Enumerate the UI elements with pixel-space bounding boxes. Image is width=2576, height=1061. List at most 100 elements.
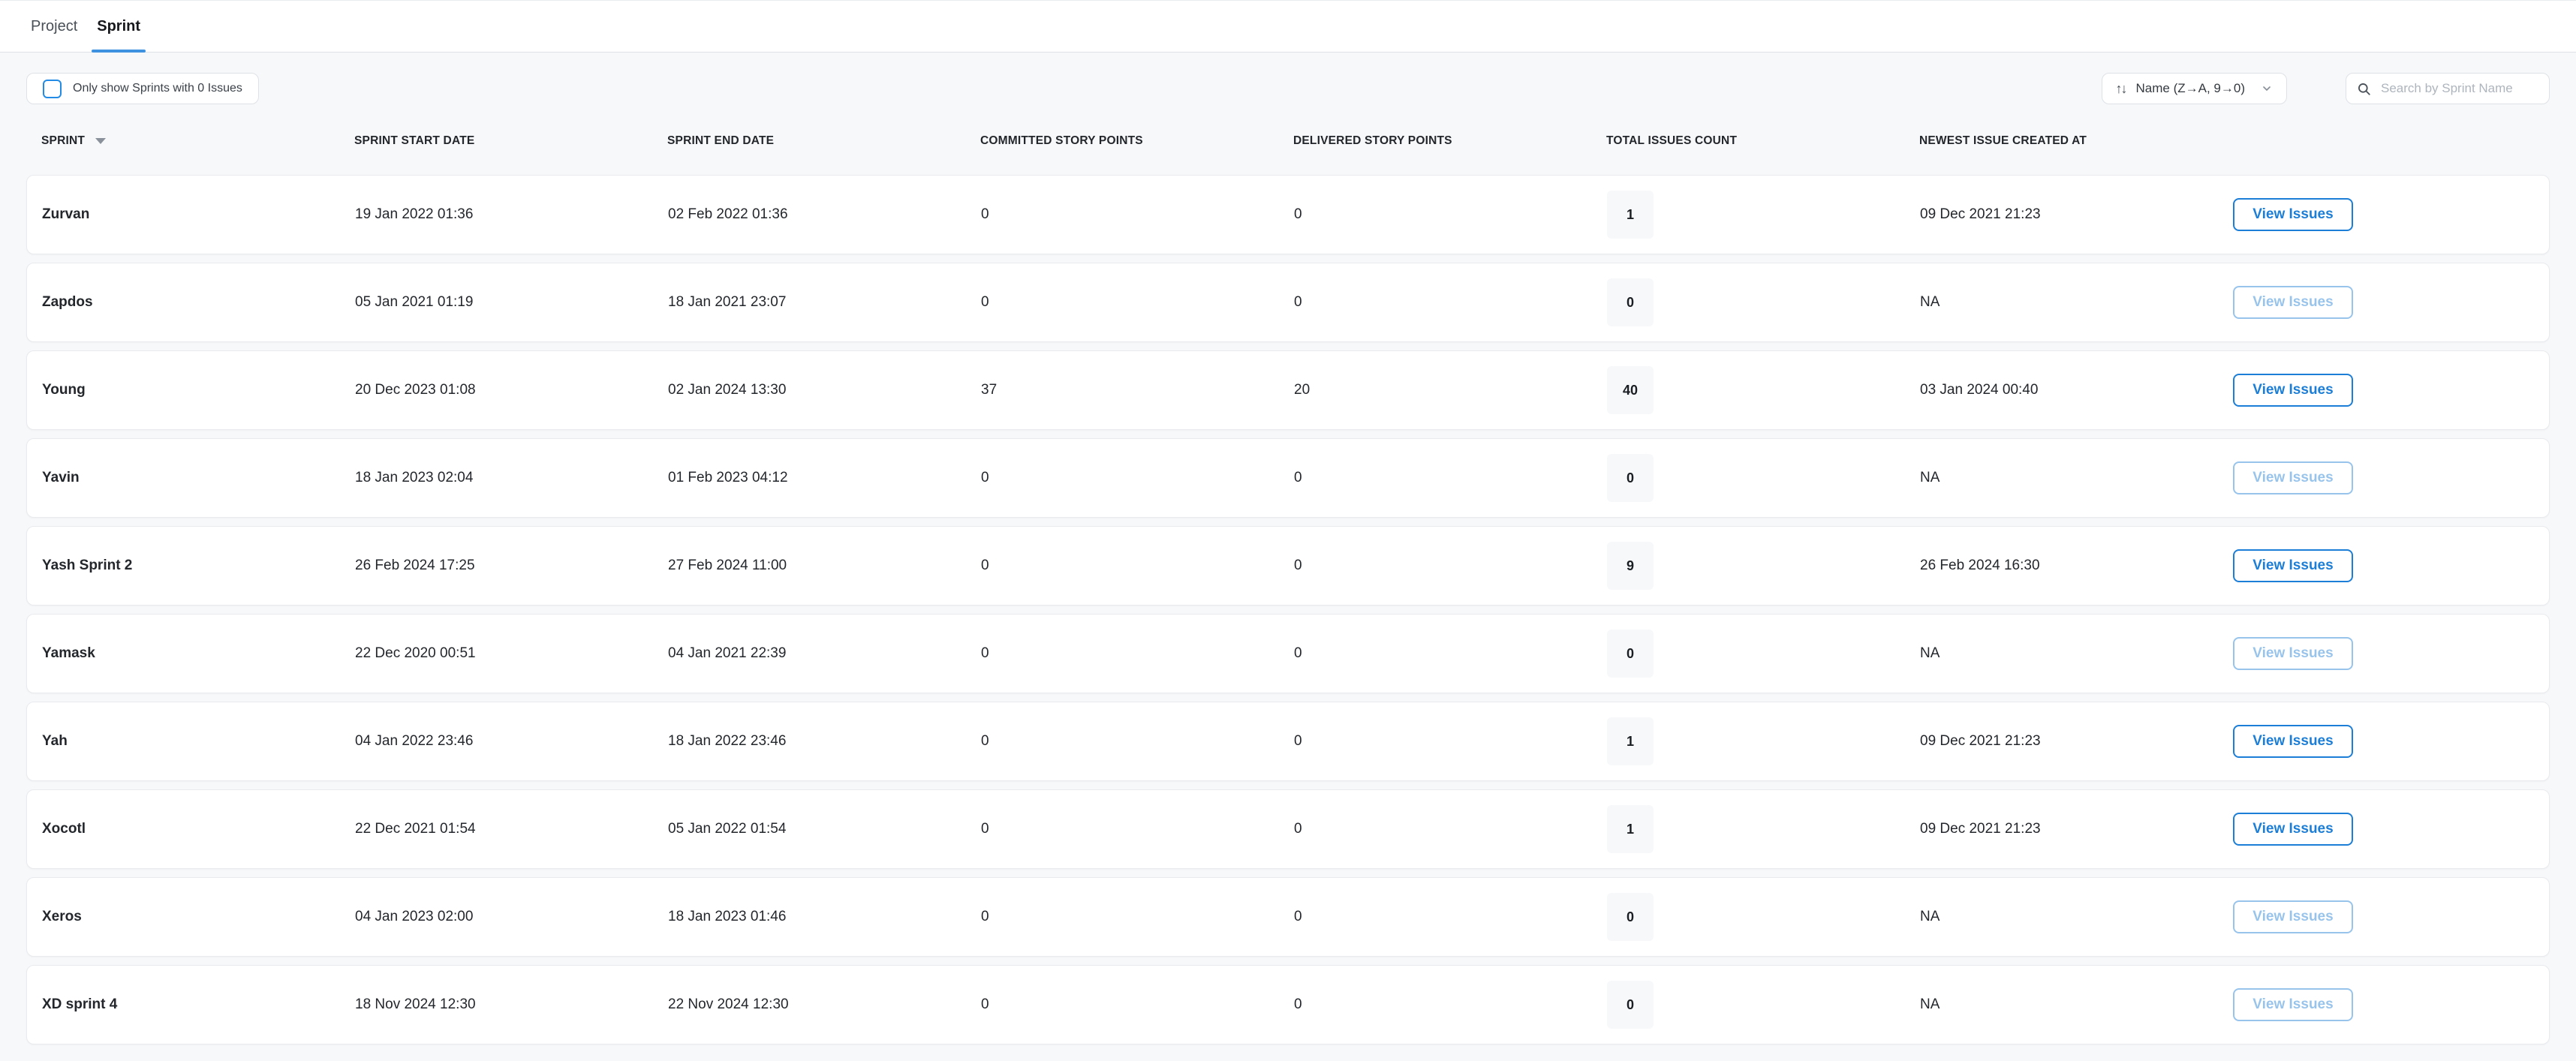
sprint-start-date: 22 Dec 2020 00:51 [355,645,668,662]
newest-issue-created-at: 09 Dec 2021 21:23 [1920,821,2233,837]
column-header-sprint-label: Sprint [41,134,85,148]
sprint-start-date: 18 Nov 2024 12:30 [355,996,668,1013]
sprint-start-date: 04 Jan 2022 23:46 [355,733,668,750]
delivered-story-points: 20 [1294,382,1607,398]
sprint-name: Young [42,382,355,398]
sprint-row: Xeros 04 Jan 2023 02:00 18 Jan 2023 01:4… [26,877,2550,957]
total-issues-cell: 0 [1607,454,1920,502]
total-issues-badge: 0 [1607,893,1654,941]
sprint-name: XD sprint 4 [42,996,355,1013]
actions-cell: View Issues [2233,374,2534,407]
sprint-name: Zurvan [42,206,355,223]
sprint-name: Yah [42,733,355,750]
total-issues-cell: 1 [1607,805,1920,853]
committed-story-points: 0 [981,558,1294,574]
sprint-end-date: 22 Nov 2024 12:30 [668,996,981,1013]
actions-cell: View Issues [2233,813,2534,846]
tab-sprint[interactable]: Sprint [87,1,150,52]
view-issues-button: View Issues [2233,286,2353,319]
view-issues-button[interactable]: View Issues [2233,549,2353,582]
zero-issues-checkbox[interactable] [43,80,62,98]
column-header-newest-issue: Newest Issue Created At [1919,134,2232,148]
sprint-row: Yamask 22 Dec 2020 00:51 04 Jan 2021 22:… [26,614,2550,693]
actions-cell: View Issues [2233,286,2534,319]
chevron-down-icon [2261,83,2273,95]
view-issues-button[interactable]: View Issues [2233,198,2353,231]
committed-story-points: 0 [981,470,1294,486]
column-header-total-issues: Total Issues Count [1606,134,1919,148]
sprint-name: Yavin [42,470,355,486]
sort-dropdown[interactable]: ↑↓ Name (Z→A, 9→0) [2102,73,2287,104]
view-issues-button: View Issues [2233,988,2353,1021]
zero-issues-filter[interactable]: Only show Sprints with 0 Issues [26,73,259,104]
sprint-end-date: 18 Jan 2023 01:46 [668,909,981,925]
tab-project[interactable]: Project [21,1,87,52]
right-controls: ↑↓ Name (Z→A, 9→0) [2102,73,2550,104]
column-header-start-date: Sprint Start Date [354,134,667,148]
actions-cell: View Issues [2233,549,2534,582]
sprint-name: Yash Sprint 2 [42,558,355,574]
actions-cell: View Issues [2233,198,2534,231]
total-issues-badge: 1 [1607,191,1654,239]
sprint-start-date: 20 Dec 2023 01:08 [355,382,668,398]
sprint-row: Yavin 18 Jan 2023 02:04 01 Feb 2023 04:1… [26,438,2550,518]
total-issues-badge: 9 [1607,542,1654,590]
total-issues-cell: 1 [1607,717,1920,765]
sprint-rows: Zurvan 19 Jan 2022 01:36 02 Feb 2022 01:… [26,175,2550,1044]
sprint-name: Xeros [42,909,355,925]
actions-cell: View Issues [2233,725,2534,758]
total-issues-badge: 1 [1607,805,1654,853]
total-issues-cell: 0 [1607,278,1920,326]
sprint-row: Yah 04 Jan 2022 23:46 18 Jan 2022 23:46 … [26,702,2550,781]
sprint-row: Young 20 Dec 2023 01:08 02 Jan 2024 13:3… [26,350,2550,430]
delivered-story-points: 0 [1294,470,1607,486]
newest-issue-created-at: NA [1920,645,2233,662]
view-issues-button[interactable]: View Issues [2233,725,2353,758]
search-icon [2357,82,2371,96]
column-header-end-date: Sprint End Date [667,134,980,148]
sprint-name: Xocotl [42,821,355,837]
delivered-story-points: 0 [1294,821,1607,837]
view-issues-button[interactable]: View Issues [2233,374,2353,407]
actions-cell: View Issues [2233,461,2534,494]
total-issues-badge: 0 [1607,278,1654,326]
sprint-name: Zapdos [42,294,355,311]
sprint-start-date: 05 Jan 2021 01:19 [355,294,668,311]
view-issues-button: View Issues [2233,461,2353,494]
newest-issue-created-at: NA [1920,909,2233,925]
newest-issue-created-at: 09 Dec 2021 21:23 [1920,206,2233,223]
sort-selected-label: Name (Z→A, 9→0) [2136,81,2245,96]
committed-story-points: 0 [981,996,1294,1013]
sprint-end-date: 02 Feb 2022 01:36 [668,206,981,223]
column-header-delivered-points: Delivered Story Points [1293,134,1606,148]
committed-story-points: 0 [981,733,1294,750]
total-issues-cell: 40 [1607,366,1920,414]
committed-story-points: 0 [981,821,1294,837]
view-issues-button[interactable]: View Issues [2233,813,2353,846]
zero-issues-filter-label: Only show Sprints with 0 Issues [73,82,242,95]
caret-down-icon [95,138,106,144]
sprint-end-date: 18 Jan 2021 23:07 [668,294,981,311]
sort-arrows-icon: ↑↓ [2116,81,2126,97]
sprint-row: Zapdos 05 Jan 2021 01:19 18 Jan 2021 23:… [26,263,2550,342]
committed-story-points: 37 [981,382,1294,398]
search-input[interactable] [2379,80,2538,97]
search-box[interactable] [2346,73,2550,104]
sprint-start-date: 18 Jan 2023 02:04 [355,470,668,486]
delivered-story-points: 0 [1294,733,1607,750]
sprint-name: Yamask [42,645,355,662]
table-header: Sprint Sprint Start Date Sprint End Date… [26,119,2550,163]
sprint-end-date: 05 Jan 2022 01:54 [668,821,981,837]
total-issues-badge: 40 [1607,366,1654,414]
column-header-sprint[interactable]: Sprint [41,134,354,148]
column-header-committed-points: Committed Story Points [980,134,1293,148]
total-issues-cell: 1 [1607,191,1920,239]
committed-story-points: 0 [981,909,1294,925]
sprint-start-date: 04 Jan 2023 02:00 [355,909,668,925]
total-issues-cell: 9 [1607,542,1920,590]
delivered-story-points: 0 [1294,909,1607,925]
sprint-start-date: 26 Feb 2024 17:25 [355,558,668,574]
newest-issue-created-at: 09 Dec 2021 21:23 [1920,733,2233,750]
newest-issue-created-at: 03 Jan 2024 00:40 [1920,382,2233,398]
sprint-end-date: 27 Feb 2024 11:00 [668,558,981,574]
